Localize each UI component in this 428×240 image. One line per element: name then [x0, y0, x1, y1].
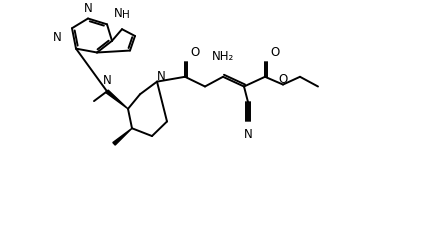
Text: O: O — [278, 73, 288, 86]
Text: O: O — [270, 46, 279, 59]
Text: N: N — [103, 73, 111, 86]
Text: N: N — [244, 128, 253, 141]
Text: N: N — [113, 7, 122, 20]
Text: NH₂: NH₂ — [212, 50, 234, 63]
Polygon shape — [106, 90, 128, 109]
Text: N: N — [83, 2, 92, 15]
Polygon shape — [113, 128, 132, 145]
Text: N: N — [53, 31, 62, 44]
Text: O: O — [190, 46, 199, 59]
Text: N: N — [157, 70, 165, 83]
Text: H: H — [122, 11, 130, 20]
